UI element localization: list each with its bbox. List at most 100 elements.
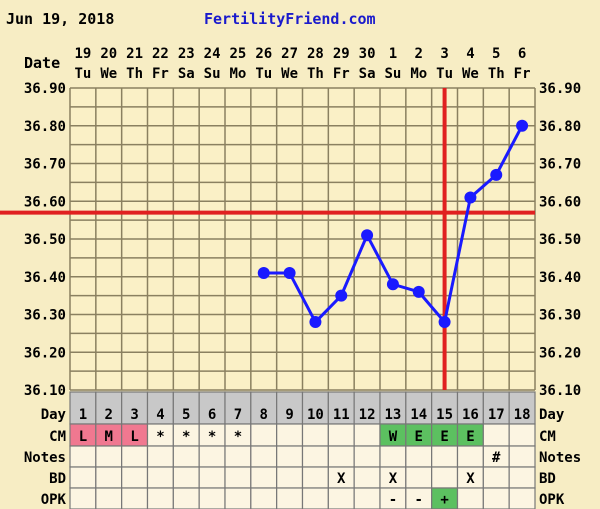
- temperature-point: [283, 266, 296, 279]
- day-cell: [482, 391, 510, 425]
- cm-cell: [327, 423, 355, 447]
- notes-cell: [198, 445, 226, 468]
- day-cell: [456, 391, 484, 425]
- bd-cell: [250, 466, 278, 489]
- temperature-point: [335, 289, 348, 302]
- notes-cell: [327, 445, 355, 468]
- bd-cell: [69, 466, 97, 489]
- opk-cell: [353, 487, 381, 509]
- y-tick-right: 36.30: [539, 308, 581, 324]
- notes-cell: [456, 445, 484, 468]
- brand-logo: FertilityFriend.com: [204, 10, 376, 28]
- notes-cell: [508, 445, 536, 468]
- opk-cell: [482, 487, 510, 509]
- opk-cell-value: +: [440, 492, 448, 508]
- cm-label-left: CM: [49, 429, 66, 445]
- cm-cell-value: E: [466, 429, 474, 445]
- cm-cell-value: *: [208, 429, 216, 445]
- opk-cell: [69, 487, 97, 509]
- day-cell-value: 2: [105, 407, 113, 423]
- day-cell-value: 12: [359, 407, 376, 423]
- weekday-tick: Sa: [178, 66, 195, 82]
- date-label: Date: [24, 54, 60, 72]
- day-cell-value: 11: [333, 407, 350, 423]
- date-tick: 24: [204, 46, 221, 62]
- day-cell: [121, 391, 149, 425]
- date-tick: 20: [100, 46, 117, 62]
- weekday-tick: Th: [307, 66, 324, 82]
- opk-cell-value: -: [415, 492, 423, 508]
- date-tick: 23: [178, 46, 195, 62]
- notes-cell: [69, 445, 97, 468]
- day-cell-value: 15: [436, 407, 453, 423]
- day-cell-value: 9: [285, 407, 293, 423]
- chart-date: Jun 19, 2018: [6, 10, 114, 28]
- day-cell-value: 5: [182, 407, 190, 423]
- notes-cell: [379, 445, 407, 468]
- bd-cell: [482, 466, 510, 489]
- temperature-point: [361, 229, 374, 242]
- y-tick-left: 36.60: [24, 194, 66, 210]
- day-cell: [250, 391, 278, 425]
- day-cell-value: 8: [260, 407, 268, 423]
- day-cell: [172, 391, 200, 425]
- cm-cell-value: E: [440, 429, 448, 445]
- bd-cell: [95, 466, 123, 489]
- weekday-tick: Su: [204, 66, 221, 82]
- temperature-point: [464, 191, 477, 204]
- bd-cell: [353, 466, 381, 489]
- date-tick: 3: [440, 46, 448, 62]
- cm-cell: [482, 423, 510, 447]
- cm-cell-value: M: [105, 429, 113, 445]
- day-cell: [69, 391, 97, 425]
- bd-cell: [431, 466, 459, 489]
- opk-cell: [198, 487, 226, 509]
- notes-cell: [146, 445, 174, 468]
- y-tick-right: 36.50: [539, 232, 581, 248]
- day-label-right: Day: [539, 407, 565, 423]
- weekday-tick: Tu: [436, 66, 453, 82]
- y-tick-left: 36.80: [24, 119, 66, 135]
- day-cell: [405, 391, 433, 425]
- bd-cell: [405, 466, 433, 489]
- weekday-tick: Fr: [152, 66, 169, 82]
- notes-label-right: Notes: [539, 450, 581, 466]
- bd-cell: [276, 466, 304, 489]
- bd-cell: [121, 466, 149, 489]
- opk-cell: [327, 487, 355, 509]
- day-cell-value: 10: [307, 407, 324, 423]
- date-tick: 26: [255, 46, 272, 62]
- bd-cell-value: X: [389, 471, 398, 487]
- y-tick-left: 36.30: [24, 308, 66, 324]
- opk-cell: [508, 487, 536, 509]
- day-cell: [353, 391, 381, 425]
- weekday-tick: Fr: [333, 66, 350, 82]
- temperature-point: [516, 119, 529, 132]
- cm-cell-value: *: [156, 429, 164, 445]
- day-cell: [508, 391, 536, 425]
- opk-cell: [95, 487, 123, 509]
- date-tick: 19: [74, 46, 91, 62]
- cm-cell: [353, 423, 381, 447]
- opk-cell: [146, 487, 174, 509]
- temperature-point: [257, 266, 270, 279]
- day-cell-value: 17: [488, 407, 505, 423]
- weekday-tick: We: [281, 66, 298, 82]
- weekday-tick: Th: [488, 66, 505, 82]
- cm-cell: [276, 423, 304, 447]
- cm-cell-value: L: [130, 429, 138, 445]
- y-tick-left: 36.90: [24, 81, 66, 97]
- day-cell: [431, 391, 459, 425]
- bd-cell: [172, 466, 200, 489]
- day-cell-value: 3: [130, 407, 138, 423]
- date-tick: 4: [466, 46, 474, 62]
- date-tick: 21: [126, 46, 143, 62]
- opk-cell: [121, 487, 149, 509]
- bd-cell: [198, 466, 226, 489]
- cm-cell-value: L: [79, 429, 87, 445]
- y-tick-left: 36.70: [24, 157, 66, 173]
- day-cell: [198, 391, 226, 425]
- date-tick: 22: [152, 46, 169, 62]
- y-tick-right: 36.10: [539, 383, 581, 399]
